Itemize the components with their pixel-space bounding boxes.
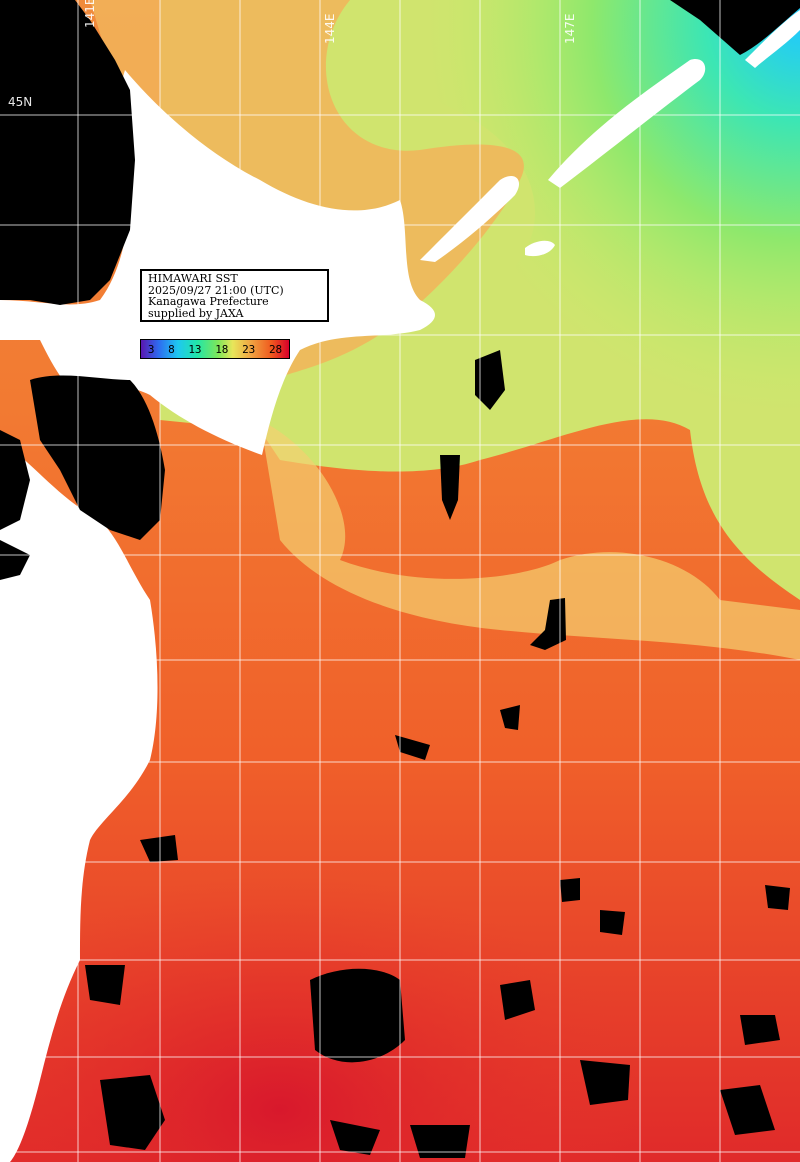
cloud-oshima	[30, 375, 165, 540]
hokkaido-land	[0, 70, 435, 455]
cloud-patch-c	[530, 598, 566, 650]
eddy-swirl	[260, 420, 800, 660]
cloud-sakhalin	[0, 0, 135, 305]
kunashiri-island	[420, 175, 520, 262]
info-datetime: 2025/09/27 21:00 (UTC)	[148, 283, 284, 297]
cloud-west-2	[0, 540, 30, 580]
cloud-patch-o	[410, 1125, 470, 1158]
cloud-patch-k	[580, 1060, 630, 1105]
info-source: supplied by JAXA	[148, 306, 244, 320]
lon-label-141e: 141E	[83, 0, 97, 28]
cloud-patch-d	[500, 705, 520, 730]
lon-label-144e: 144E	[323, 13, 337, 45]
map-info-box: HIMAWARI SST 2025/09/27 21:00 (UTC) Kana…	[140, 269, 329, 322]
shikotan-island	[525, 240, 555, 257]
lon-label-147e: 147E	[563, 13, 577, 45]
cloud-patch-l	[720, 1085, 775, 1135]
colorbar-tick-13: 13	[188, 342, 202, 356]
cloud-patch-p	[600, 910, 625, 935]
cloud-patch-b	[440, 455, 460, 520]
cold-water	[380, 0, 800, 440]
cloud-patch-q	[560, 878, 580, 902]
cloud-patch-e	[395, 735, 430, 760]
cloud-patch-g	[85, 965, 125, 1005]
cloud-patch-n	[330, 1120, 380, 1155]
temperature-colorbar: 3 8 13 18 23 28	[140, 339, 290, 359]
colorbar-tick-23: 23	[242, 342, 256, 356]
urup-island	[745, 10, 800, 68]
cloud-patch-f	[140, 835, 178, 862]
cloud-patch-a	[475, 350, 505, 410]
cloud-patch-i	[100, 1075, 165, 1150]
iturup-island	[548, 59, 706, 188]
cloud-patch-j	[500, 980, 535, 1020]
colorbar-tick-28: 28	[268, 342, 283, 356]
lat-label-45n: 45N	[8, 95, 33, 109]
cloud-west	[0, 430, 30, 530]
colorbar-tick-8: 8	[168, 342, 175, 356]
honshu-land	[0, 440, 158, 1162]
cloud-patch-m	[740, 1015, 780, 1045]
colorbar-tick-3: 3	[147, 342, 155, 356]
cloud-patch-h	[310, 968, 405, 1063]
cloud-ne	[670, 0, 800, 55]
info-region: Kanagawa Prefecture	[148, 295, 269, 308]
info-title: HIMAWARI SST	[148, 272, 238, 285]
cloud-patch-r	[765, 885, 790, 910]
colorbar-tick-18: 18	[215, 342, 229, 356]
